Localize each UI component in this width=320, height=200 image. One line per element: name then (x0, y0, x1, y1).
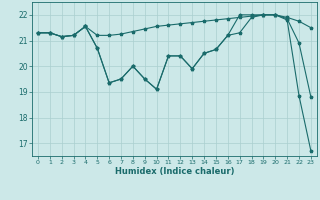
X-axis label: Humidex (Indice chaleur): Humidex (Indice chaleur) (115, 167, 234, 176)
